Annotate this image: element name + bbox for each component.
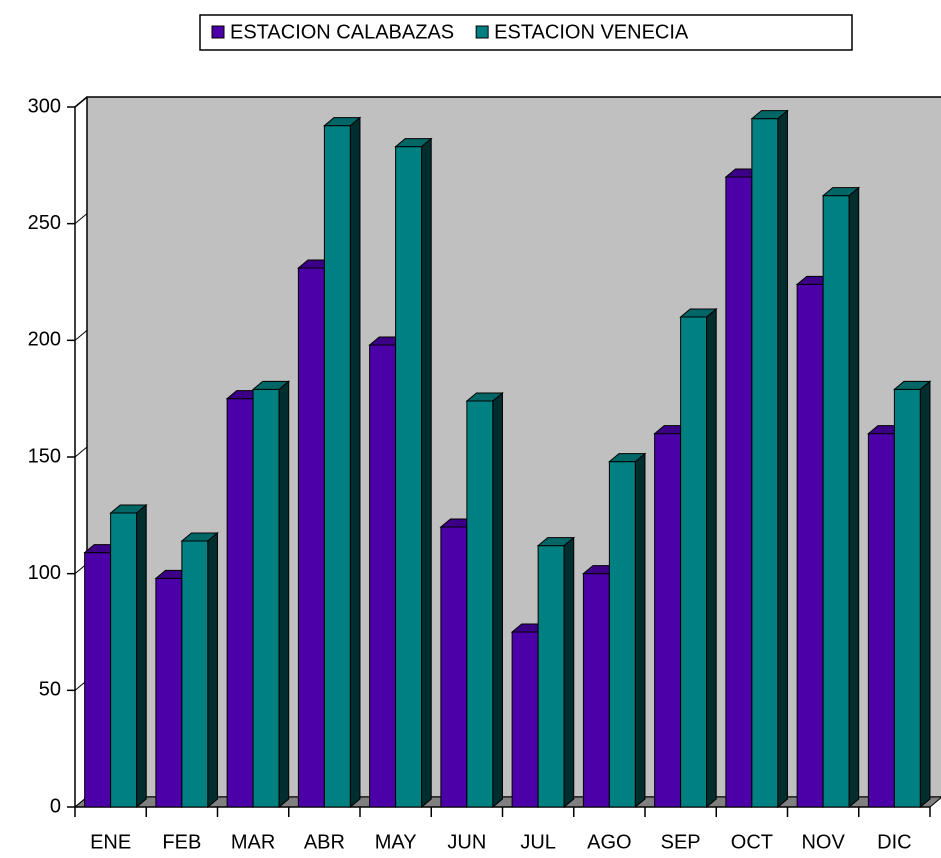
bar (751, 118, 779, 808)
y-tick-label: 50 (39, 679, 61, 701)
bar-side (919, 380, 931, 809)
bar (893, 388, 921, 808)
x-tick-label: MAY (375, 831, 417, 853)
x-tick-label: AGO (587, 831, 631, 853)
bar (155, 577, 183, 808)
bar (654, 433, 682, 808)
bar (440, 526, 468, 808)
bar (181, 540, 209, 808)
y-tick-label: 250 (28, 212, 61, 234)
legend-label: ESTACION VENECIA (494, 21, 689, 43)
bar-side (136, 503, 147, 809)
bar-side (421, 137, 432, 809)
bar (608, 461, 636, 808)
y-tick-label: 150 (28, 445, 61, 467)
bar-side (634, 452, 646, 809)
x-tick-label: DIC (877, 831, 911, 853)
legend-swatch (211, 25, 225, 39)
y-tick-label: 200 (28, 329, 61, 351)
bar (725, 176, 753, 808)
y-tick-label: 300 (28, 95, 61, 117)
bar-side (777, 109, 788, 809)
x-tick-label: JUN (447, 831, 486, 853)
x-tick-label: MAR (231, 831, 275, 853)
x-tick-label: SEP (661, 831, 701, 853)
wall-tick (74, 329, 88, 341)
bar (796, 283, 824, 808)
bar (466, 400, 494, 808)
y-tick-label: 0 (50, 795, 61, 817)
bar (323, 125, 351, 808)
bar (252, 388, 280, 808)
wall-tick (74, 446, 88, 458)
bar-side (278, 380, 290, 809)
bar (84, 552, 112, 808)
x-tick-label: ENE (90, 831, 131, 853)
legend-swatch (475, 25, 489, 39)
bar (110, 512, 138, 808)
bar (680, 316, 708, 808)
bar (537, 545, 565, 808)
bar (511, 631, 539, 808)
bar-side (563, 536, 575, 809)
x-tick-label: OCT (731, 831, 773, 853)
wall-tick (74, 96, 88, 108)
legend-box (199, 14, 853, 51)
legend-label: ESTACION CALABAZAS (230, 21, 454, 43)
bar (582, 573, 610, 808)
bar-side (349, 116, 361, 809)
x-tick-label: NOV (801, 831, 845, 853)
x-tick-label: JUL (520, 831, 556, 853)
bar (395, 146, 423, 808)
y-tick-label: 100 (28, 562, 61, 584)
bar-side (492, 391, 503, 809)
bar (226, 398, 254, 808)
bar-side (207, 531, 218, 809)
bar-side (706, 307, 717, 809)
bar-side (848, 186, 860, 809)
x-tick-label: ABR (304, 831, 345, 853)
bar (297, 267, 325, 808)
x-tick-label: FEB (162, 831, 201, 853)
bar (822, 195, 850, 808)
bar (867, 433, 895, 808)
wall-tick (74, 213, 88, 225)
bar (369, 344, 397, 808)
